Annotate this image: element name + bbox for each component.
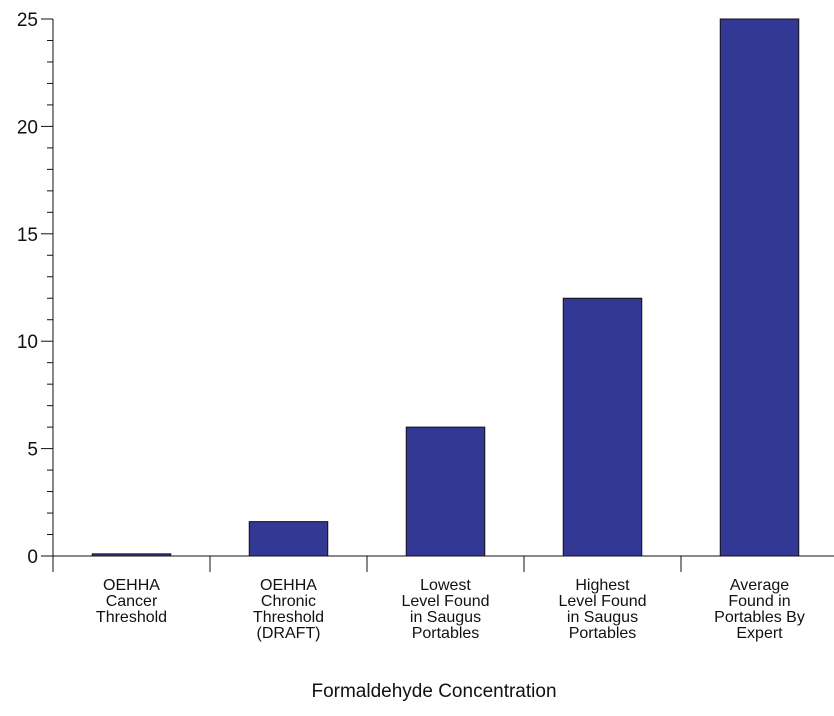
x-category-label-line: (DRAFT) xyxy=(257,625,321,642)
x-category-label: Average Found in Portables By Expert xyxy=(714,577,805,642)
x-category-label-line: in Saugus xyxy=(567,609,638,626)
x-category-label-line: Cancer xyxy=(106,593,158,610)
bar xyxy=(719,18,800,557)
bar xyxy=(248,521,329,557)
bar xyxy=(562,297,643,557)
bars xyxy=(91,18,800,557)
x-category-label-line: Portables xyxy=(412,625,480,642)
y-tick-label: 25 xyxy=(17,10,38,31)
x-category-label-line: Portables xyxy=(569,625,637,642)
x-category-label-line: Found in xyxy=(728,593,790,610)
x-category-label: Lowest Level Found in Saugus Portables xyxy=(401,577,489,642)
y-axis: 0 5 10 15 20 25 xyxy=(17,10,54,572)
x-category-label-line: Level Found xyxy=(558,593,646,610)
x-category-label-line: Level Found xyxy=(401,593,489,610)
x-category-label-line: OEHHA xyxy=(103,577,160,594)
x-category-label: OEHHA Cancer Threshold xyxy=(96,577,167,626)
x-category-label-line: Average xyxy=(730,577,789,594)
x-category-label: OEHHA Chronic Threshold (DRAFT) xyxy=(253,577,324,642)
x-category-label: Highest Level Found in Saugus Portables xyxy=(558,577,646,642)
x-category-label-line: OEHHA xyxy=(260,577,317,594)
y-tick-label: 15 xyxy=(17,225,38,246)
x-axis-title: Formaldehyde Concentration xyxy=(311,681,556,702)
x-category-label-line: Lowest xyxy=(420,577,471,594)
x-category-label-line: Threshold xyxy=(96,609,167,626)
x-axis xyxy=(53,555,834,572)
y-tick-label: 5 xyxy=(27,440,38,461)
x-category-label-line: Threshold xyxy=(253,609,324,626)
y-tick-label: 0 xyxy=(27,547,38,568)
x-category-label-line: Highest xyxy=(575,577,630,594)
y-tick-label: 10 xyxy=(17,332,38,353)
bar xyxy=(405,426,486,557)
bar xyxy=(91,553,172,557)
x-category-label-line: Portables By xyxy=(714,609,805,626)
y-tick-label: 20 xyxy=(17,117,38,138)
x-category-label-line: Expert xyxy=(736,625,783,642)
x-category-label-line: Chronic xyxy=(261,593,316,610)
x-category-label-line: in Saugus xyxy=(410,609,481,626)
